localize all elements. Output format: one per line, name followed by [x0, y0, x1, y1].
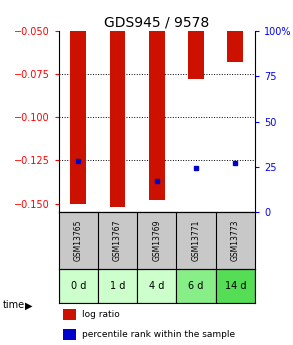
Bar — [62, 309, 76, 320]
Text: GSM13767: GSM13767 — [113, 220, 122, 262]
Text: GSM13765: GSM13765 — [74, 220, 83, 262]
Bar — [98, 269, 137, 303]
Text: log ratio: log ratio — [82, 310, 120, 319]
Text: percentile rank within the sample: percentile rank within the sample — [82, 330, 235, 339]
Bar — [188, 31, 204, 79]
Bar — [137, 269, 176, 303]
Text: time: time — [3, 300, 25, 310]
Text: 0 d: 0 d — [71, 281, 86, 291]
Bar — [59, 269, 98, 303]
Text: GSM13773: GSM13773 — [231, 220, 240, 262]
Text: 14 d: 14 d — [224, 281, 246, 291]
Text: GSM13769: GSM13769 — [152, 220, 161, 262]
Bar — [149, 31, 165, 200]
Bar — [227, 31, 243, 62]
Bar — [216, 269, 255, 303]
Text: 1 d: 1 d — [110, 281, 125, 291]
Bar — [110, 31, 125, 207]
Text: 4 d: 4 d — [149, 281, 164, 291]
Text: GSM13771: GSM13771 — [192, 220, 200, 261]
Text: ▶: ▶ — [25, 300, 33, 310]
Bar — [176, 269, 216, 303]
Bar — [62, 329, 76, 339]
Title: GDS945 / 9578: GDS945 / 9578 — [104, 16, 209, 30]
Bar — [70, 31, 86, 204]
Text: 6 d: 6 d — [188, 281, 204, 291]
